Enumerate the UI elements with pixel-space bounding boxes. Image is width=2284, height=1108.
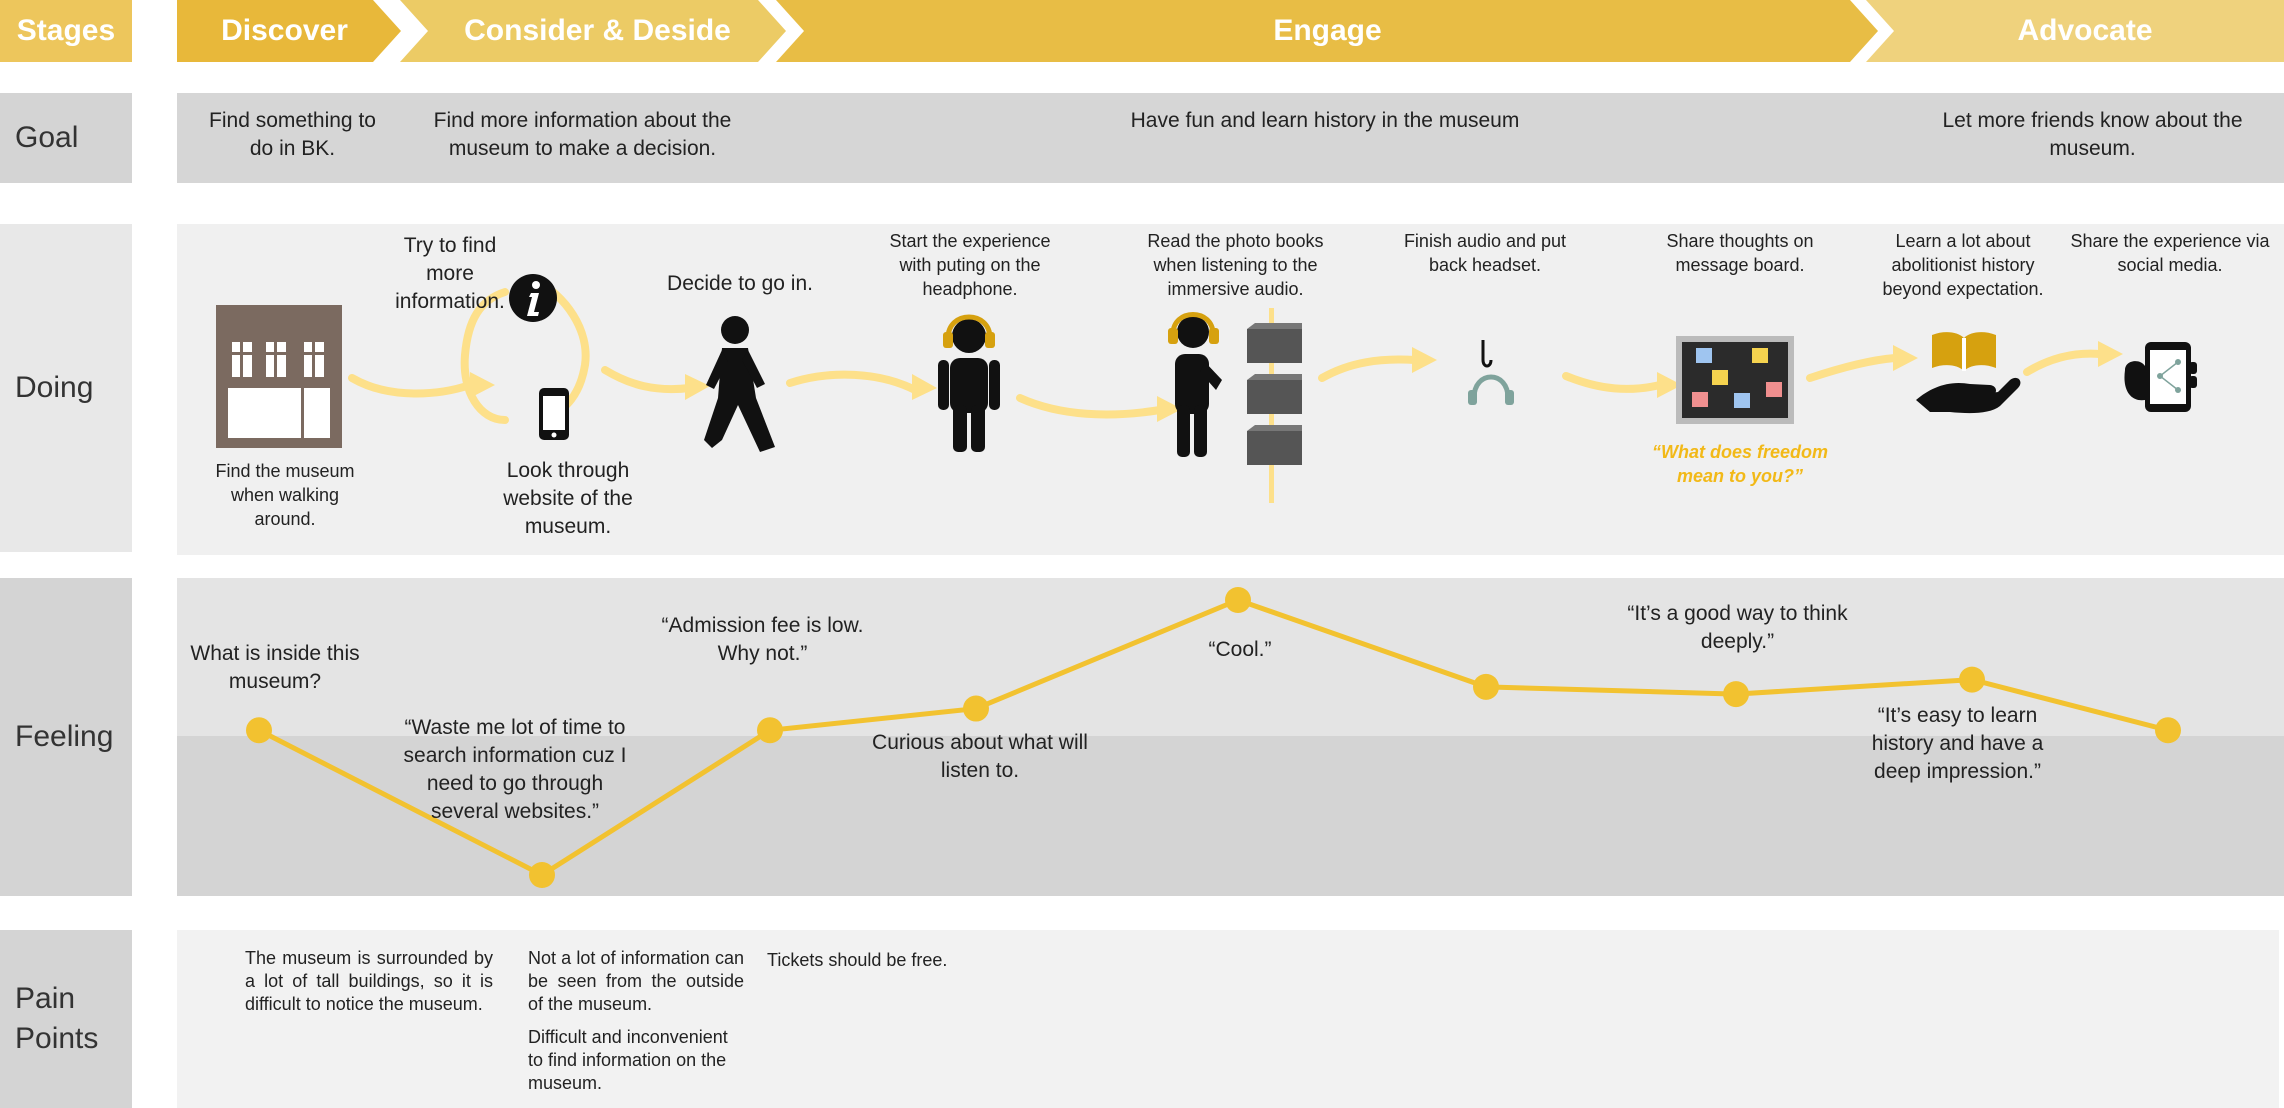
feeling-annotation-2: “Waste me lot of time to search informat… — [403, 716, 627, 823]
doing-label: Doing — [15, 371, 94, 404]
goal-consider: Find more information about the museum t… — [433, 109, 732, 160]
flow-arrowhead-7 — [1893, 345, 1918, 371]
feeling-annotation-5: “Cool.” — [1208, 638, 1272, 661]
doing-finish: Finish audio and put back headset. — [1403, 231, 1567, 275]
flow-arrow-8 — [2023, 349, 2104, 376]
flow-arrowhead-8 — [2098, 341, 2123, 367]
doing-start: Start the experience with puting on the … — [889, 231, 1051, 299]
feeling-point-1 — [246, 717, 272, 744]
goal-advocate: Let more friends know about the museum. — [1942, 109, 2243, 160]
flow-arrow-7 — [1806, 354, 1899, 382]
flow-arrow-1 — [348, 374, 474, 398]
stage-chevron-consider — [400, 0, 786, 62]
pain-label-line2: Points — [15, 1022, 99, 1055]
stage-chevrons — [177, 0, 2284, 62]
feeling-point-5 — [1225, 587, 1251, 613]
pain-label-line1: Pain — [15, 982, 76, 1015]
flow-arrow-5 — [1318, 355, 1419, 382]
feeling-point-9 — [2155, 717, 2181, 744]
feeling-point-8 — [1959, 666, 1985, 693]
pain-point-2b: Difficult and inconvenient to find infor… — [528, 1027, 728, 1093]
feeling-point-4 — [963, 695, 989, 722]
flow-arrowhead-2 — [685, 374, 710, 400]
feeling-point-7 — [1723, 681, 1749, 708]
doing-look-website: Look through website of the museum. — [503, 459, 633, 538]
feeling-annotation-1: What is inside this museum? — [190, 642, 360, 693]
stage-chevron-engage — [776, 0, 1878, 62]
doing-find-museum: Find the museum when walking around. — [215, 461, 355, 529]
goal-label: Goal — [15, 121, 79, 154]
pain-point-2a: Not a lot of information can be seen fro… — [528, 948, 744, 1014]
pain-row — [177, 930, 2279, 1108]
goal-discover: Find something to do in BK. — [209, 109, 376, 160]
doing-share-thoughts: Share thoughts on message board. — [1666, 231, 1814, 275]
feeling-annotation-3: “Admission fee is low. Why not.” — [661, 614, 864, 665]
flow-arrowhead-1 — [470, 372, 495, 398]
doing-learn: Learn a lot about abolitionist history b… — [1882, 231, 2044, 299]
goal-row — [177, 93, 2284, 183]
feeling-annotation-7: “It’s easy to learn history and have a d… — [1871, 704, 2044, 783]
stages-label: Stages — [16, 14, 116, 47]
stage-advocate: Advocate — [2017, 14, 2153, 47]
flow-arrow-6 — [1562, 372, 1664, 393]
doing-try-find: Try to find more information. — [395, 234, 505, 313]
feeling-point-3 — [757, 717, 783, 744]
flow-arrowhead-5 — [1412, 347, 1437, 373]
doing-freedom-quote: “What does freedom mean to you?” — [1651, 442, 1829, 486]
feeling-point-6 — [1473, 673, 1499, 700]
flow-arrowhead-4 — [1157, 396, 1182, 422]
stage-chevron-discover — [177, 0, 401, 62]
flow-arrow-2 — [601, 366, 694, 394]
stage-consider: Consider & Deside — [464, 14, 731, 47]
doing-decide: Decide to go in. — [667, 272, 813, 295]
flow-arrowhead-3 — [912, 374, 937, 400]
feeling-annotation-4: Curious about what will listen to. — [872, 731, 1088, 782]
stages-label-box: Stages — [0, 0, 132, 62]
goal-engage: Have fun and learn history in the museum — [1130, 109, 1520, 132]
pain-row-label: Pain Points — [0, 930, 132, 1108]
pain-point-1: The museum is surrounded by a lot of tal… — [245, 948, 493, 1014]
flow-arrowhead-6 — [1657, 372, 1682, 398]
feeling-annotation-6: “It’s a good way to think deeply.” — [1627, 602, 1848, 653]
stage-chevron-advocate — [1866, 0, 2284, 62]
feeling-label: Feeling — [15, 720, 114, 753]
stage-discover: Discover — [221, 14, 348, 47]
pain-point-3: Tickets should be free. — [767, 950, 948, 970]
stage-engage: Engage — [1273, 14, 1382, 47]
doing-row-label: Doing — [0, 224, 132, 552]
flow-arrow-3 — [786, 370, 919, 394]
goal-row-label: Goal — [0, 93, 132, 183]
feeling-point-2 — [529, 862, 555, 888]
flow-arrow-4 — [1016, 394, 1164, 419]
feeling-row-label: Feeling — [0, 578, 132, 896]
doing-read: Read the photo books when listening to t… — [1147, 231, 1324, 299]
doing-share-experience: Share the experience via social media. — [2070, 231, 2270, 275]
